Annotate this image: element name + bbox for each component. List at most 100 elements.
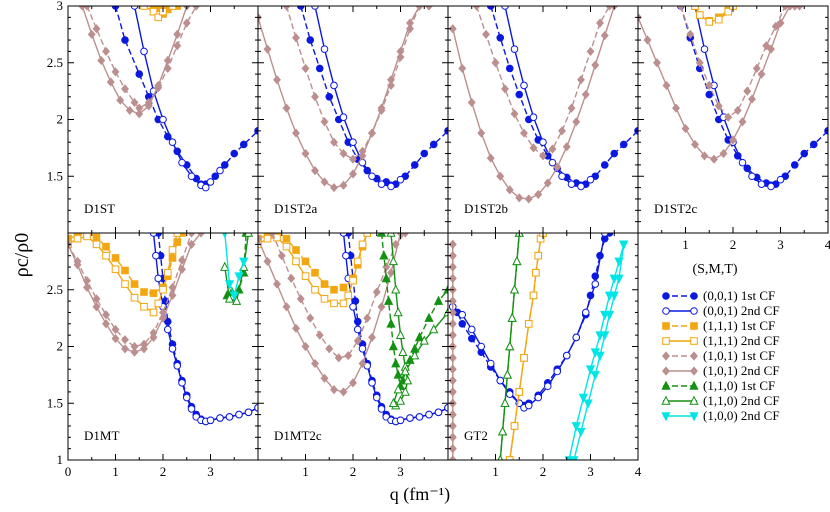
data-point-111-1 [168,254,177,262]
panel-frame [257,5,449,234]
data-point-001-2 [406,414,414,422]
legend-marker [662,292,670,300]
series-line-001-1 [452,233,611,407]
data-point-101-2 [448,353,457,363]
data-point-111-1 [111,254,120,262]
data-point-001-2 [178,379,186,387]
data-point-101-1 [344,351,353,361]
data-point-101-1 [306,313,315,323]
x-tick-label: 2 [540,464,547,479]
data-point-001-2 [140,47,148,56]
data-point-001-2 [581,308,590,317]
data-point-101-1 [296,294,305,304]
data-point-100-2b [614,274,624,284]
data-point-101-1 [548,144,557,154]
data-point-001-2 [130,6,139,10]
data-point-001-2 [159,115,167,124]
panel-d1st2a: D1ST2a [257,5,449,234]
data-point-101-2 [448,239,457,249]
data-point-001-2 [372,393,381,402]
data-point-110-2 [391,284,401,294]
data-point-101-2 [144,101,153,111]
data-point-111-2 [282,242,291,251]
data-point-101-1 [676,6,685,11]
data-point-110-1 [384,295,394,305]
data-point-001-1 [239,140,248,149]
data-point-111-2 [349,276,357,285]
data-point-001-2 [368,172,376,181]
data-point-101-2 [301,341,310,352]
data-point-001-1 [135,70,144,78]
data-point-101-2 [448,330,457,340]
legend-label: (1,0,1) 1st CF [703,348,775,363]
data-point-110-2 [505,341,515,351]
data-point-111-2 [534,251,543,260]
data-point-110-2 [395,329,406,339]
legend-marker [662,337,670,345]
data-point-001-2 [377,405,386,413]
data-point-001-1 [410,161,419,169]
data-point-111-1 [68,234,72,243]
data-point-111-2 [532,268,540,277]
data-point-111-1 [320,280,329,288]
data-point-101-2 [448,296,457,306]
data-point-101-2 [125,105,134,115]
plot-area [258,6,448,193]
data-point-001-1 [325,93,334,101]
panel-label: GT2 [464,428,488,443]
data-point-111-1 [92,233,101,242]
data-point-101-2 [448,421,457,431]
data-point-111-2 [154,299,163,308]
data-point-101-2 [387,75,395,85]
data-point-110-1 [391,358,401,368]
data-point-001-2 [396,416,405,425]
data-point-101-2 [87,29,96,39]
x-tick-label: 3 [777,237,784,252]
data-point-111-2 [344,291,353,300]
legend-item: (1,1,1) 1st CF [662,318,775,333]
data-point-101-2 [140,344,148,354]
data-point-101-2 [349,169,357,179]
data-point-101-1 [382,262,391,272]
data-point-101-1 [586,46,595,56]
data-point-111-2 [130,293,139,302]
data-point-001-2 [206,416,215,425]
data-point-101-2 [349,378,357,388]
data-point-001-2 [216,166,224,175]
data-point-001-2 [349,138,357,146]
legend-item: (0,0,1) 2nd CF [662,303,780,318]
data-point-101-1 [182,18,191,28]
data-point-101-2 [562,142,571,152]
data-point-110-1 [376,233,387,237]
data-point-001-2 [182,393,191,402]
y-tick-label: 2 [57,339,64,354]
data-point-001-2 [425,410,433,419]
data-point-101-2 [83,282,91,293]
data-point-101-2 [691,139,699,150]
data-point-101-2 [163,55,172,66]
data-point-110-2 [429,324,439,334]
data-point-101-1 [363,313,372,323]
data-point-110-2 [393,307,403,317]
data-point-101-2 [154,80,163,91]
series-line-101-2 [452,6,615,200]
data-point-101-2 [748,94,756,104]
data-point-001-2 [591,280,600,288]
data-point-001-1 [458,320,467,328]
x-tick-label: 4 [825,237,830,252]
y-tick-label: 3 [57,0,64,13]
data-point-101-1 [339,148,348,159]
data-point-101-1 [301,63,310,73]
x-tick-label: 3 [397,464,404,479]
data-point-101-2 [273,75,281,85]
data-point-111-1 [149,289,158,297]
legend-marker [661,395,671,405]
data-point-111-1 [292,246,300,254]
data-point-001-2 [187,172,196,181]
data-point-001-2 [178,158,186,167]
data-point-100-2b [569,456,579,460]
data-point-111-2 [301,272,310,280]
data-point-111-1 [330,285,338,294]
data-point-101-2 [448,432,457,442]
data-point-101-1 [705,80,714,91]
